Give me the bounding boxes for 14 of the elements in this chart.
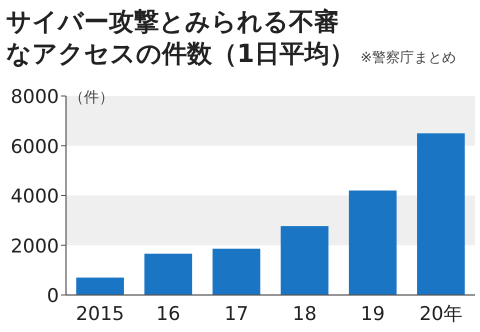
- ytick: 4000: [10, 186, 59, 208]
- ytick: 6000: [10, 136, 59, 158]
- ytick: 8000: [10, 86, 59, 108]
- xtick: 18: [292, 303, 317, 325]
- xtick: 17: [224, 303, 248, 325]
- title: サイバー攻撃とみられる不審なアクセスの件数（1日平均）: [6, 7, 354, 68]
- xtick: 16: [156, 303, 180, 325]
- xtick: 20年: [419, 303, 462, 325]
- ylabel: （件）: [69, 88, 114, 106]
- ytick: 0: [46, 285, 59, 307]
- ytick: 2000: [10, 235, 59, 258]
- xtick: 19: [360, 303, 385, 325]
- annotation: ※警察庁まとめ: [360, 50, 456, 66]
- xtick: 2015: [76, 303, 124, 325]
